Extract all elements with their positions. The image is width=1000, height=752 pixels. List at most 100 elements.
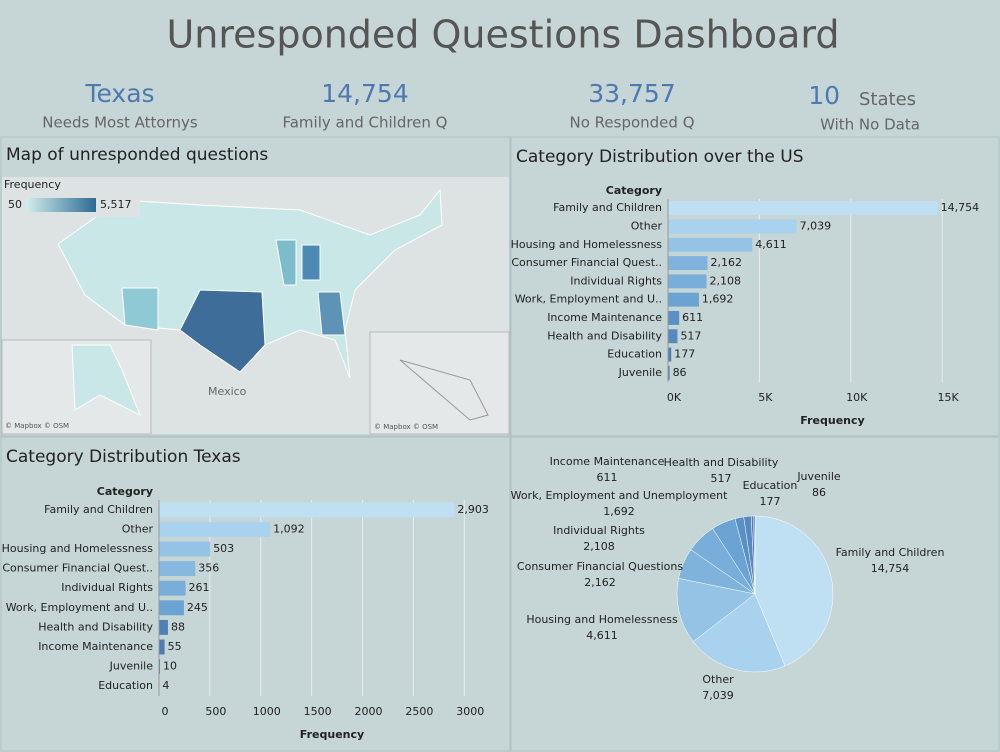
bar xyxy=(159,659,161,675)
category-label: Juvenile xyxy=(618,366,663,379)
map: Mexico © Mapbox © OSM © Mapbox © OSM xyxy=(1,177,510,435)
value-label: 177 xyxy=(674,348,695,361)
bar xyxy=(159,600,184,616)
x-tick-label: 3000 xyxy=(456,705,484,718)
value-label: 4 xyxy=(162,679,169,692)
map-inset xyxy=(369,331,510,435)
kpi-value: 33,757 xyxy=(588,79,675,108)
value-label: 55 xyxy=(168,640,182,653)
place-label: Mexico xyxy=(208,385,247,398)
slice-value: 611 xyxy=(597,471,618,484)
slice-label: Education xyxy=(743,479,798,492)
state xyxy=(301,244,321,281)
bar xyxy=(159,502,455,518)
kpi-label: Needs Most Attornys xyxy=(42,114,198,132)
category-header: Category xyxy=(97,485,153,498)
x-tick-label: 5K xyxy=(758,391,773,404)
value-label: 2,162 xyxy=(711,256,743,269)
legend-title: Frequency xyxy=(4,178,61,191)
value-label: 503 xyxy=(213,542,234,555)
bar xyxy=(668,365,670,380)
x-tick-label: 10K xyxy=(846,391,868,404)
alaska xyxy=(71,344,141,417)
value-label: 261 xyxy=(189,581,210,594)
panel xyxy=(0,436,511,752)
panel xyxy=(510,436,1000,752)
state xyxy=(121,287,159,331)
slice-value: 14,754 xyxy=(871,562,910,575)
slice-label: Work, Employment and Unemployment xyxy=(511,489,728,502)
kpi-value: Texas xyxy=(84,79,154,108)
category-label: Family and Children xyxy=(553,201,662,214)
bar xyxy=(159,619,168,635)
map-credit: © Mapbox © OSM xyxy=(5,422,69,430)
value-label: 1,692 xyxy=(702,293,734,306)
slice-value: 2,162 xyxy=(584,576,616,589)
kpi-value: 14,754 xyxy=(321,79,408,108)
slice-value: 1,692 xyxy=(603,505,635,518)
legend-ramp xyxy=(26,198,96,212)
value-label: 14,754 xyxy=(941,201,980,214)
state xyxy=(317,291,346,336)
x-tick-label: 15K xyxy=(938,391,960,404)
category-label: Health and Disability xyxy=(547,329,662,342)
value-label: 10 xyxy=(163,660,177,673)
chart-title: Category Distribution over the US xyxy=(516,147,804,167)
value-label: 356 xyxy=(198,562,219,575)
x-tick-label: 2500 xyxy=(405,705,433,718)
x-axis-title: Frequency xyxy=(300,728,364,741)
category-label: Consumer Financial Quest.. xyxy=(511,256,662,269)
category-label: Individual Rights xyxy=(61,581,153,594)
category-label: Work, Employment and U.. xyxy=(6,601,153,614)
value-label: 86 xyxy=(673,366,687,379)
pie-slice xyxy=(754,515,834,667)
category-label: Income Maintenance xyxy=(547,311,662,324)
bar xyxy=(668,237,753,252)
category-label: Education xyxy=(607,348,662,361)
map-credit: © Mapbox © OSM xyxy=(374,423,438,431)
kpi-unit: States xyxy=(859,89,916,110)
bar xyxy=(159,639,165,655)
value-label: 1,092 xyxy=(273,522,305,535)
category-label: Other xyxy=(631,219,663,232)
slice-label: Income Maintenance xyxy=(550,455,665,468)
map-title: Map of unresponded questions xyxy=(6,145,268,165)
slice-label: Consumer Financial Questions xyxy=(517,560,683,573)
bar xyxy=(668,347,672,362)
category-label: Consumer Financial Quest.. xyxy=(2,562,153,575)
value-label: 2,108 xyxy=(710,274,742,287)
pie-slice xyxy=(692,593,786,673)
bar xyxy=(668,201,938,216)
value-label: 7,039 xyxy=(800,219,832,232)
category-label: Family and Children xyxy=(44,503,153,516)
bar xyxy=(668,329,678,344)
panel xyxy=(510,136,1000,437)
kpi-label: Family and Children Q xyxy=(282,114,447,132)
bar xyxy=(159,580,186,596)
value-label: 611 xyxy=(682,311,703,324)
pie-slice xyxy=(753,515,756,595)
bar xyxy=(159,561,196,577)
category-label: Income Maintenance xyxy=(38,640,153,653)
category-label: Education xyxy=(98,679,153,692)
x-tick-label: 1500 xyxy=(304,705,332,718)
bar xyxy=(668,292,699,307)
panel xyxy=(0,136,511,437)
slice-label: Housing and Homelessness xyxy=(526,613,678,626)
category-label: Work, Employment and U.. xyxy=(515,293,662,306)
slice-label: Family and Children xyxy=(836,546,945,559)
value-label: 245 xyxy=(187,601,208,614)
slice-value: 86 xyxy=(812,486,826,499)
x-tick-label: 2000 xyxy=(355,705,383,718)
slice-value: 4,611 xyxy=(586,629,618,642)
bar xyxy=(668,219,797,234)
pie-slice xyxy=(676,578,756,642)
x-tick-label: 0K xyxy=(667,391,682,404)
category-label: Juvenile xyxy=(109,660,154,673)
chart-title: Category Distribution Texas xyxy=(6,447,241,467)
slice-value: 517 xyxy=(711,472,732,485)
category-label: Housing and Homelessness xyxy=(511,238,663,251)
legend-min: 50 xyxy=(8,198,22,211)
hawaii xyxy=(399,359,489,421)
